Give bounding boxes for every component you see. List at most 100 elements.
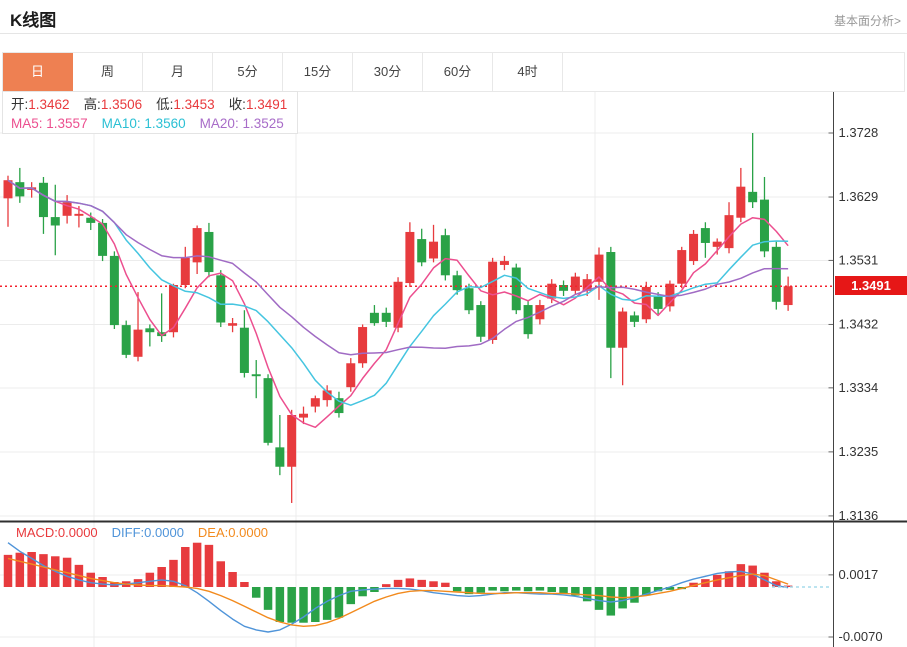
macd-hist-bar xyxy=(216,561,226,587)
macd-hist-bar xyxy=(571,587,580,596)
tab-5min[interactable]: 5分 xyxy=(213,53,283,91)
macd-hist-bar xyxy=(606,587,616,616)
tab-15min[interactable]: 15分 xyxy=(283,53,353,91)
candle-body xyxy=(381,312,391,322)
ma20-label: MA20: xyxy=(199,116,239,131)
macd-hist-bar xyxy=(192,542,202,587)
macd-hist-bar xyxy=(405,578,415,587)
ohlc-row: 开:1.3462 高:1.3506 低:1.3453 收:1.3491 xyxy=(11,95,297,114)
macd-hist-bar xyxy=(3,554,13,587)
candle-body xyxy=(263,378,273,443)
macd-info-row: MACD:0.0000 DIFF:0.0000 DEA:0.0000 xyxy=(16,524,268,541)
tab-week[interactable]: 周 xyxy=(73,53,143,91)
candle-body xyxy=(440,235,450,276)
y-axis-label: 1.3531 xyxy=(839,252,879,267)
tab-day[interactable]: 日 xyxy=(3,53,73,91)
ma10-label: MA10: xyxy=(101,116,141,131)
macd-hist-bar xyxy=(429,581,438,587)
candle-body xyxy=(358,327,368,364)
candle-body xyxy=(216,275,226,323)
candle-body xyxy=(228,323,238,326)
tab-30min[interactable]: 30分 xyxy=(353,53,423,91)
candle-body xyxy=(50,217,60,226)
macd-hist-bar xyxy=(748,565,757,587)
macd-value: 0.0000 xyxy=(57,525,98,540)
tab-60min[interactable]: 60分 xyxy=(423,53,493,91)
macd-hist-bar xyxy=(523,587,533,592)
candle-body xyxy=(168,284,178,333)
dea-value: 0.0000 xyxy=(228,525,269,540)
macd-hist-bar xyxy=(464,587,474,595)
ma10-line xyxy=(7,179,789,406)
candle-body xyxy=(452,275,462,291)
candle-body xyxy=(38,182,48,218)
macd-hist-bar xyxy=(547,587,556,593)
candle-body xyxy=(653,296,663,309)
candle-body xyxy=(759,199,769,252)
macd-hist-bar xyxy=(476,587,486,593)
y-axis-label: 1.3629 xyxy=(839,189,879,204)
y-axis-label: 1.3235 xyxy=(839,444,879,459)
candle-body xyxy=(121,325,131,355)
macd-hist-bar xyxy=(653,587,663,592)
macd-hist-bar xyxy=(240,581,249,587)
macd-hist-bar xyxy=(452,587,462,592)
y-axis-label: 1.3728 xyxy=(839,125,879,140)
tab-month[interactable]: 月 xyxy=(143,53,213,91)
candle-body xyxy=(157,332,167,337)
candle-body xyxy=(109,255,119,326)
candle-body xyxy=(393,281,403,328)
candle-body xyxy=(287,415,297,467)
candle-body xyxy=(511,267,521,311)
ma5-line xyxy=(7,179,789,429)
candle-body xyxy=(429,241,439,259)
candle-body xyxy=(310,398,320,407)
candle-body xyxy=(547,283,557,299)
macd-hist-bar xyxy=(712,574,722,587)
candle-body xyxy=(476,305,486,337)
candle-body xyxy=(299,413,308,418)
candle-body xyxy=(700,228,710,243)
macd-axis-label: -0.0070 xyxy=(839,629,883,644)
candle-body xyxy=(3,180,13,199)
macd-hist-bar xyxy=(417,579,426,587)
macd-hist-bar xyxy=(488,587,497,591)
macd-hist-bar xyxy=(381,584,391,587)
macd-hist-bar xyxy=(204,544,214,587)
header: K线图 基本面分析> xyxy=(0,0,907,34)
macd-hist-bar xyxy=(86,572,95,587)
macd-hist-bar xyxy=(39,554,48,587)
macd-hist-bar xyxy=(724,571,734,587)
candle-body xyxy=(499,261,509,265)
ma10-value: 1.3560 xyxy=(144,116,186,131)
macd-hist-bar xyxy=(594,587,604,610)
macd-hist-bar xyxy=(358,587,367,597)
candle-body xyxy=(405,231,415,284)
macd-hist-bar xyxy=(441,582,450,587)
candle-body xyxy=(346,363,356,388)
macd-hist-bar xyxy=(287,587,296,623)
candle-body xyxy=(771,246,781,302)
candle-body xyxy=(523,305,533,335)
macd-hist-bar xyxy=(783,585,793,587)
macd-hist-bar xyxy=(322,587,332,620)
candle-body xyxy=(570,276,580,291)
tab-4hour[interactable]: 4时 xyxy=(493,53,563,91)
candle-body xyxy=(145,328,155,333)
diff-line xyxy=(7,542,789,633)
fundamental-analysis-link[interactable]: 基本面分析> xyxy=(833,14,901,28)
macd-axis-label: 0.0017 xyxy=(839,567,879,582)
ma-row: MA5: 1.3557 MA10: 1.3560 MA20: 1.3525 xyxy=(11,114,297,133)
candle-body xyxy=(783,286,793,306)
ohlc-info-box: 开:1.3462 高:1.3506 低:1.3453 收:1.3491 MA5: 1.… xyxy=(2,91,298,134)
macd-hist-bar xyxy=(346,587,356,605)
macd-hist-bar xyxy=(145,572,155,587)
candle-body xyxy=(618,311,628,348)
ma20-value: 1.3525 xyxy=(242,116,284,131)
macd-hist-bar xyxy=(642,587,651,596)
candle-body xyxy=(204,231,214,273)
candle-body xyxy=(724,215,734,249)
macd-hist-bar xyxy=(393,579,403,587)
macd-hist-bar xyxy=(311,587,320,623)
